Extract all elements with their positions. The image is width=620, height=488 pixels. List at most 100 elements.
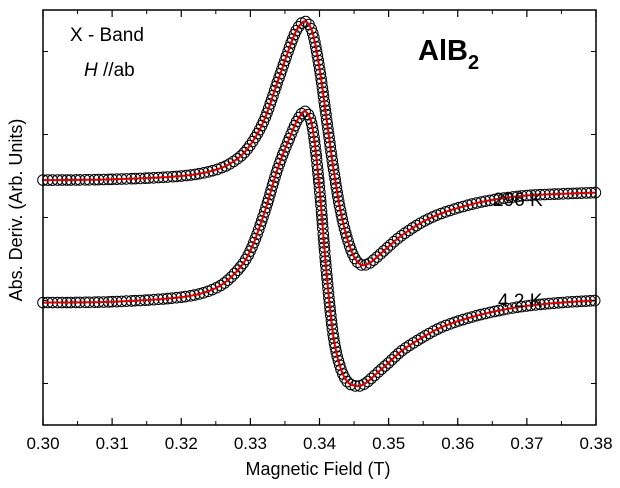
x-tick-label: 0.35	[372, 434, 405, 453]
data-point	[197, 287, 210, 299]
data-point	[342, 235, 354, 248]
x-tick-label: 0.32	[165, 434, 198, 453]
data-point	[262, 193, 275, 205]
data-point	[267, 175, 280, 188]
data-point	[389, 350, 401, 363]
data-point	[265, 184, 277, 197]
axes: 0.30 0.31 0.32 0.33 0.34 0.35 0.36 0.37 0.38	[26, 9, 613, 453]
material-subscript: 2	[468, 52, 479, 74]
data-point	[439, 206, 452, 218]
data-point	[466, 311, 478, 323]
data-point	[238, 146, 251, 159]
x-tick-label: 0.30	[26, 434, 59, 453]
data-point	[269, 171, 281, 183]
data-point	[227, 155, 240, 168]
data-point	[358, 378, 370, 391]
data-point	[381, 242, 394, 254]
data-point	[241, 143, 254, 155]
data-point	[193, 288, 206, 300]
data-point	[252, 223, 265, 236]
x-tick-label: 0.38	[579, 434, 612, 453]
data-point	[338, 372, 351, 384]
data-point	[364, 257, 376, 269]
data-point	[345, 378, 357, 391]
data-point	[484, 306, 496, 319]
data-point	[349, 252, 361, 265]
data-point	[470, 309, 483, 322]
data-point	[444, 204, 456, 217]
data-point	[457, 200, 469, 213]
data-point	[262, 102, 275, 115]
x-tick-label: 0.36	[441, 434, 474, 453]
data-point	[299, 15, 312, 28]
data-point	[452, 201, 465, 214]
data-point	[399, 227, 411, 239]
data-point	[488, 305, 501, 318]
data-point	[362, 375, 374, 388]
series-1-fit-line	[43, 110, 596, 388]
data-point	[388, 235, 400, 248]
data-point	[276, 63, 288, 76]
data-point	[368, 369, 381, 382]
y-axis-label: Abs. Deriv. (Arb. Units)	[6, 119, 26, 302]
series-label-296k: 296 K	[493, 190, 543, 211]
data-point	[267, 89, 279, 102]
data-point	[351, 256, 364, 269]
series-label-4-2k: 4.2 K	[498, 291, 543, 312]
x-axis-label: Magnetic Field (T)	[245, 459, 390, 479]
data-point	[331, 350, 344, 363]
data-point	[385, 354, 398, 366]
data-point	[336, 213, 349, 225]
data-point	[305, 117, 318, 129]
x-tick-label: 0.33	[234, 434, 267, 453]
data-point	[338, 222, 351, 235]
data-point	[264, 188, 276, 201]
field-orientation-text: //ab	[98, 60, 135, 81]
material-main: AlB	[418, 35, 468, 67]
data-point	[457, 313, 469, 326]
data-point	[448, 203, 461, 215]
data-point	[308, 31, 320, 44]
data-point	[470, 197, 483, 209]
data-point	[382, 357, 395, 369]
material-label: AlB2	[418, 35, 479, 74]
data-point	[339, 227, 352, 239]
data-point	[258, 206, 271, 218]
data-point	[309, 36, 321, 49]
field-symbol: H	[84, 60, 98, 81]
data-point	[392, 347, 405, 360]
series-0-fit-line	[43, 20, 596, 267]
data-point	[231, 153, 244, 165]
x-tick-label: 0.34	[303, 434, 336, 453]
data-point	[378, 245, 390, 257]
data-point	[260, 201, 272, 214]
field-orientation-annotation: H //ab	[84, 60, 135, 81]
data-point	[225, 271, 238, 283]
data-point	[341, 231, 353, 243]
data-point	[202, 166, 215, 178]
data-point	[335, 209, 348, 221]
x-tick-label: 0.31	[96, 434, 129, 453]
band-annotation: X - Band	[70, 25, 144, 46]
data-point	[391, 232, 404, 245]
data-point	[371, 251, 383, 263]
data-point	[304, 112, 317, 125]
data-point	[384, 239, 397, 251]
data-point	[272, 162, 284, 175]
series-1-markers	[37, 105, 601, 392]
data-point	[462, 312, 474, 325]
data-point	[475, 308, 487, 321]
data-point	[306, 27, 319, 40]
data-point	[462, 199, 474, 211]
data-point	[218, 277, 231, 289]
data-point	[337, 217, 350, 230]
data-point	[372, 366, 385, 378]
data-point	[282, 46, 294, 58]
data-point	[493, 304, 505, 317]
data-point	[452, 315, 465, 327]
data-point	[305, 23, 318, 35]
data-point	[479, 307, 492, 320]
data-point	[330, 346, 343, 358]
